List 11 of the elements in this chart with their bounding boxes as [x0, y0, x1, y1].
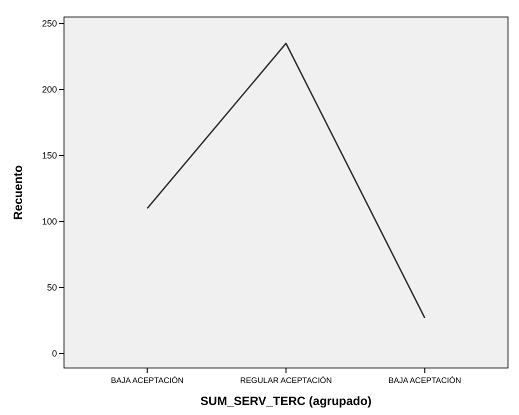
y-tick-label: 150: [42, 150, 57, 161]
y-tick-label: 0: [52, 348, 57, 359]
y-tick-label: 200: [42, 84, 57, 95]
x-tick-label: BAJA ACEPTACIÓN: [388, 376, 462, 385]
x-axis-title: SUM_SERV_TERC (agrupado): [200, 394, 372, 408]
y-tick-label: 100: [42, 216, 57, 227]
x-tick-label: BAJA ACEPTACIÓN: [110, 376, 184, 385]
y-tick-label: 250: [42, 18, 57, 29]
x-tick-label: REGULAR ACEPTACIÓN: [240, 376, 332, 385]
y-tick-label: 50: [46, 282, 57, 293]
y-axis-title: Recuento: [11, 165, 25, 220]
